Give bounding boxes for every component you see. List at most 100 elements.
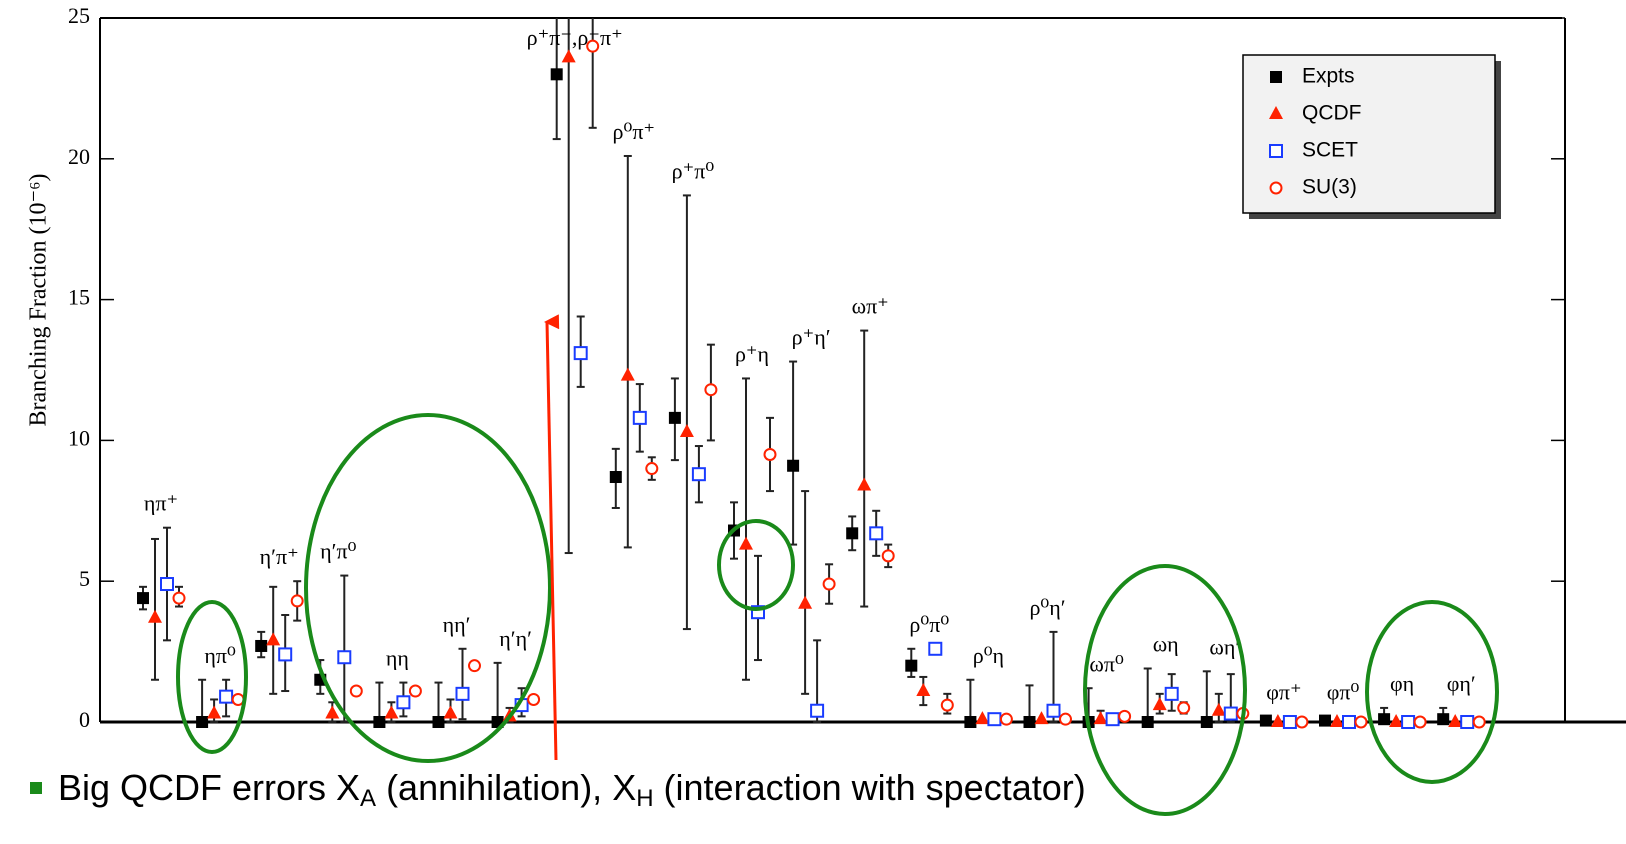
marker bbox=[975, 711, 990, 725]
marker bbox=[620, 367, 635, 381]
legend-label: QCDF bbox=[1302, 102, 1362, 125]
category-label: ρ⁺η′ bbox=[792, 325, 831, 350]
bullet-part: (interaction with spectator) bbox=[654, 767, 1086, 808]
marker bbox=[527, 692, 541, 706]
marker bbox=[739, 536, 753, 550]
marker bbox=[1460, 715, 1475, 729]
marker bbox=[349, 684, 363, 698]
marker bbox=[337, 650, 352, 665]
marker bbox=[609, 471, 622, 484]
marker bbox=[172, 591, 186, 605]
marker bbox=[1330, 714, 1344, 727]
marker bbox=[1378, 713, 1391, 726]
marker bbox=[325, 705, 340, 719]
marker bbox=[905, 659, 918, 672]
marker bbox=[869, 526, 884, 541]
marker bbox=[940, 698, 954, 712]
marker bbox=[1437, 713, 1450, 726]
marker bbox=[1177, 701, 1191, 715]
error-bar bbox=[623, 154, 632, 549]
marker bbox=[255, 639, 268, 652]
marker bbox=[1448, 714, 1463, 727]
annotations bbox=[176, 413, 1499, 816]
y-axis-label: Branching Fraction (10⁻⁶) bbox=[26, 174, 52, 427]
marker bbox=[1093, 711, 1108, 725]
category-label: η′π⁰ bbox=[320, 539, 356, 564]
marker bbox=[668, 411, 681, 424]
category-label: ωπ⁺ bbox=[852, 294, 889, 319]
marker bbox=[455, 686, 470, 701]
category-label: φη bbox=[1390, 671, 1414, 696]
marker bbox=[846, 527, 859, 540]
error-bar bbox=[564, 18, 573, 555]
error-bar bbox=[801, 490, 810, 695]
marker bbox=[704, 383, 718, 397]
marker bbox=[266, 632, 281, 646]
marker bbox=[857, 477, 872, 491]
category-label: φπ⁺ bbox=[1266, 679, 1301, 704]
category-label: ρ⁰π⁰ bbox=[909, 612, 949, 637]
legend-label: SU(3) bbox=[1302, 176, 1357, 199]
category-label: ωπ⁰ bbox=[1089, 651, 1124, 676]
marker bbox=[1354, 715, 1368, 729]
marker bbox=[1223, 706, 1238, 721]
category-label: ρ⁺π⁰ bbox=[672, 158, 715, 183]
error-bar bbox=[493, 661, 502, 723]
category-label: ρ⁺π⁻,ρ⁻π⁺ bbox=[527, 25, 623, 50]
error-bar bbox=[198, 678, 207, 723]
y-tick-label: 10 bbox=[68, 425, 90, 450]
marker bbox=[1141, 716, 1154, 728]
marker bbox=[1023, 716, 1036, 728]
marker bbox=[1152, 697, 1167, 711]
error-bar bbox=[1202, 670, 1211, 723]
marker bbox=[1211, 702, 1226, 716]
marker bbox=[987, 712, 1002, 727]
marker bbox=[1270, 714, 1285, 727]
subscript: A bbox=[360, 785, 376, 812]
marker bbox=[1046, 703, 1061, 718]
legend-label: SCET bbox=[1302, 139, 1358, 162]
bullet-text: Big QCDF errors XA (annihilation), XH (i… bbox=[58, 767, 1086, 813]
category-label: φη′ bbox=[1447, 671, 1476, 696]
error-bar bbox=[1143, 667, 1152, 723]
y-tick-label: 0 bbox=[79, 707, 90, 732]
marker bbox=[763, 447, 777, 461]
category-label: ρ⁰η bbox=[973, 643, 1004, 668]
category-label: ηη bbox=[386, 646, 409, 671]
error-bar bbox=[860, 329, 869, 608]
marker bbox=[408, 684, 422, 698]
marker bbox=[384, 705, 399, 719]
category-label: ωη bbox=[1153, 632, 1179, 657]
marker bbox=[373, 716, 386, 728]
y-tick-label: 5 bbox=[79, 566, 90, 591]
bullet-part: (annihilation), X bbox=[376, 767, 636, 808]
y-tick-label: 15 bbox=[68, 285, 90, 310]
category-label: ηη′ bbox=[443, 612, 471, 637]
error-bar bbox=[151, 537, 159, 681]
marker bbox=[196, 716, 209, 728]
marker bbox=[1472, 715, 1486, 729]
marker bbox=[787, 459, 800, 472]
marker bbox=[1295, 715, 1309, 729]
error-bar bbox=[682, 194, 691, 631]
category-label: ρ⁰π⁺ bbox=[613, 119, 656, 144]
marker bbox=[1269, 181, 1283, 195]
y-tick-label: 25 bbox=[68, 3, 90, 28]
marker bbox=[1034, 711, 1049, 725]
marker bbox=[1269, 106, 1283, 119]
marker bbox=[928, 641, 943, 656]
error-bar bbox=[742, 377, 750, 681]
marker bbox=[1164, 686, 1179, 701]
marker bbox=[810, 703, 825, 718]
marker bbox=[916, 683, 931, 697]
category-label: ωη′ bbox=[1209, 634, 1240, 659]
error-bar bbox=[588, 18, 597, 129]
category-label: ηπ⁰ bbox=[204, 643, 236, 668]
legend-label: Expts bbox=[1302, 65, 1355, 88]
error-bar bbox=[966, 678, 975, 723]
category-label: ρ⁰η′ bbox=[1029, 595, 1065, 620]
subscript: H bbox=[636, 785, 653, 812]
marker bbox=[290, 594, 304, 608]
marker bbox=[1319, 714, 1331, 727]
